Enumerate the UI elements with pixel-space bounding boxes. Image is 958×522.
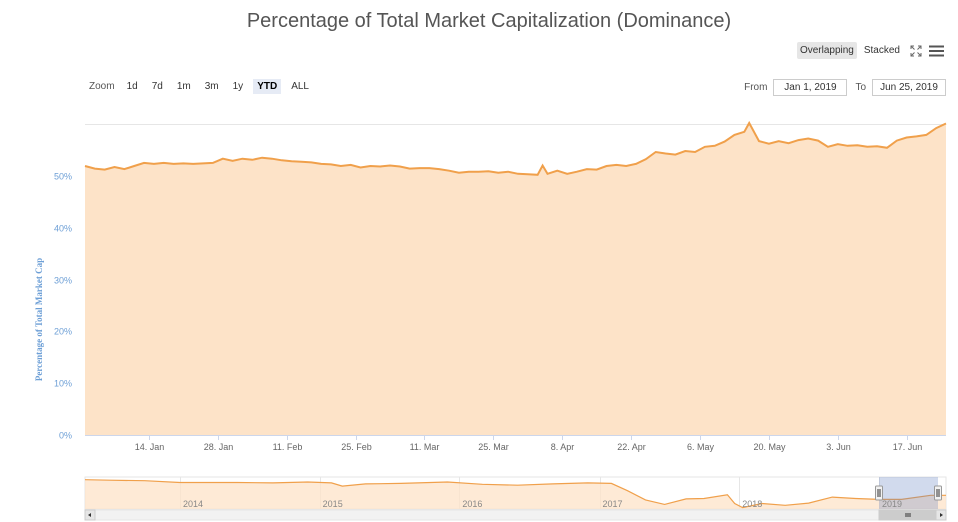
navigator-series-line bbox=[84, 479, 946, 509]
from-label: From bbox=[744, 82, 768, 93]
x-tick-label: 17. Jun bbox=[893, 442, 923, 452]
x-axis: 14. Jan 28. Jan 11. Feb 25. Feb 11. Mar 25. M… bbox=[85, 435, 946, 452]
zoom-7d-button[interactable]: 7d bbox=[151, 81, 163, 92]
display-mode-toolbar: Overlapping Stacked bbox=[793, 42, 944, 59]
navigator-year-label: 2014 bbox=[183, 499, 203, 509]
zoom-label: Zoom bbox=[89, 81, 115, 92]
navigator-year-label: 2018 bbox=[742, 499, 762, 509]
arrow-right-icon bbox=[940, 513, 943, 517]
zoom-toolbar: Zoom 1d 7d 1m 3m 1y YTD ALL bbox=[89, 79, 319, 94]
y-axis: 0% 10% 20% 30% 40% 50% bbox=[54, 172, 72, 441]
navigator-handle-right[interactable] bbox=[934, 485, 942, 501]
y-tick-label: 0% bbox=[59, 431, 72, 441]
x-tick-label: 14. Jan bbox=[135, 442, 165, 452]
expand-icon[interactable] bbox=[910, 45, 922, 57]
navigator-handle-left[interactable] bbox=[875, 485, 884, 501]
navigator-year-label: 2016 bbox=[462, 499, 482, 509]
zoom-1y-button[interactable]: 1y bbox=[232, 81, 244, 92]
date-range-selector: From Jan 1, 2019 To Jun 25, 2019 bbox=[744, 79, 946, 96]
y-tick-label: 10% bbox=[54, 379, 72, 389]
x-tick-label: 22. Apr bbox=[617, 442, 646, 452]
x-tick-label: 8. Apr bbox=[551, 442, 575, 452]
zoom-3m-button[interactable]: 3m bbox=[204, 81, 219, 92]
stacked-button[interactable]: Stacked bbox=[863, 45, 900, 56]
x-tick-label: 25. Mar bbox=[478, 442, 509, 452]
navigator-year-label: 2015 bbox=[323, 499, 343, 509]
navigator-selected-range[interactable] bbox=[879, 477, 938, 509]
navigator-year-label: 2017 bbox=[603, 499, 623, 509]
y-tick-label: 30% bbox=[54, 276, 72, 286]
navigator-year-label: 2019 bbox=[882, 499, 902, 509]
to-label: To bbox=[855, 82, 866, 93]
y-tick-label: 20% bbox=[54, 327, 72, 337]
x-tick-label: 3. Jun bbox=[826, 442, 851, 452]
y-tick-label: 40% bbox=[54, 224, 72, 234]
x-tick-label: 25. Feb bbox=[341, 442, 372, 452]
zoom-1m-button[interactable]: 1m bbox=[176, 81, 191, 92]
navigator-series-area bbox=[85, 479, 946, 509]
y-axis-title: Percentage of Total Market Cap bbox=[34, 258, 44, 381]
y-tick-label: 50% bbox=[54, 172, 72, 182]
chart-title: Percentage of Total Market Capitalizatio… bbox=[246, 10, 732, 32]
series-line bbox=[84, 120, 947, 176]
scrollbar-track bbox=[84, 509, 947, 521]
to-date-input[interactable]: Jun 25, 2019 bbox=[872, 79, 946, 96]
from-date-input[interactable]: Jan 1, 2019 bbox=[773, 79, 848, 96]
zoom-ytd-button[interactable]: YTD bbox=[253, 79, 282, 94]
zoom-all-button[interactable]: ALL bbox=[291, 81, 309, 92]
navigator: 2014 2015 2016 2017 2018 2019 bbox=[84, 476, 947, 521]
series-area bbox=[85, 123, 946, 435]
x-tick-label: 20. May bbox=[753, 442, 786, 452]
x-tick-label: 11. Feb bbox=[273, 442, 303, 452]
x-tick-label: 6. May bbox=[687, 442, 715, 452]
arrow-left-icon bbox=[88, 513, 91, 517]
x-tick-label: 28. Jan bbox=[204, 442, 234, 452]
overlapping-button[interactable]: Overlapping bbox=[796, 42, 857, 59]
hamburger-menu-icon[interactable] bbox=[929, 45, 944, 57]
x-tick-label: 11. Mar bbox=[410, 442, 440, 452]
zoom-1d-button[interactable]: 1d bbox=[126, 81, 138, 92]
